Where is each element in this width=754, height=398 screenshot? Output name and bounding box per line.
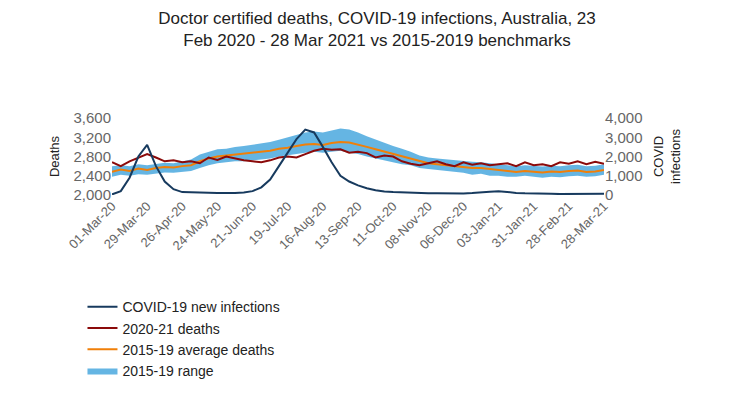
svg-text:29-Mar-20: 29-Mar-20 [101, 199, 154, 252]
svg-text:26-Apr-20: 26-Apr-20 [138, 199, 189, 250]
svg-text:2,000: 2,000 [73, 186, 111, 203]
svg-text:2,800: 2,800 [73, 148, 111, 165]
svg-text:COVID-19 new infections: COVID-19 new infections [122, 299, 279, 315]
svg-text:03-Jan-21: 03-Jan-21 [453, 199, 505, 251]
svg-text:2015-19 range: 2015-19 range [122, 363, 213, 379]
svg-text:1,000: 1,000 [605, 167, 643, 184]
svg-text:21-Jun-20: 21-Jun-20 [207, 199, 259, 251]
svg-text:19-Jul-20: 19-Jul-20 [245, 199, 294, 248]
svg-text:13-Sep-20: 13-Sep-20 [311, 199, 365, 253]
svg-text:28-Mar-21: 28-Mar-21 [558, 199, 611, 252]
svg-text:24-May-20: 24-May-20 [170, 199, 225, 254]
svg-text:COVIDinfections: COVIDinfections [651, 129, 683, 184]
svg-text:3,600: 3,600 [73, 109, 111, 126]
svg-text:2,400: 2,400 [73, 167, 111, 184]
svg-text:31-Jan-21: 31-Jan-21 [488, 199, 540, 251]
svg-text:2,000: 2,000 [605, 148, 643, 165]
svg-text:Deaths: Deaths [47, 135, 62, 177]
svg-text:Doctor certified deaths, COVID: Doctor certified deaths, COVID-19 infect… [158, 9, 595, 50]
svg-text:11-Oct-20: 11-Oct-20 [349, 199, 400, 250]
svg-text:3,000: 3,000 [605, 129, 643, 146]
svg-text:3,200: 3,200 [73, 129, 111, 146]
svg-text:28-Feb-21: 28-Feb-21 [523, 199, 576, 252]
svg-text:2015-19 average deaths: 2015-19 average deaths [122, 342, 274, 358]
svg-text:08-Nov-20: 08-Nov-20 [381, 199, 435, 253]
svg-text:06-Dec-20: 06-Dec-20 [417, 199, 471, 253]
svg-text:4,000: 4,000 [605, 109, 643, 126]
svg-text:01-Mar-20: 01-Mar-20 [66, 199, 119, 252]
svg-text:16-Aug-20: 16-Aug-20 [276, 199, 330, 253]
svg-text:0: 0 [605, 186, 613, 203]
svg-text:2020-21 deaths: 2020-21 deaths [122, 321, 219, 337]
